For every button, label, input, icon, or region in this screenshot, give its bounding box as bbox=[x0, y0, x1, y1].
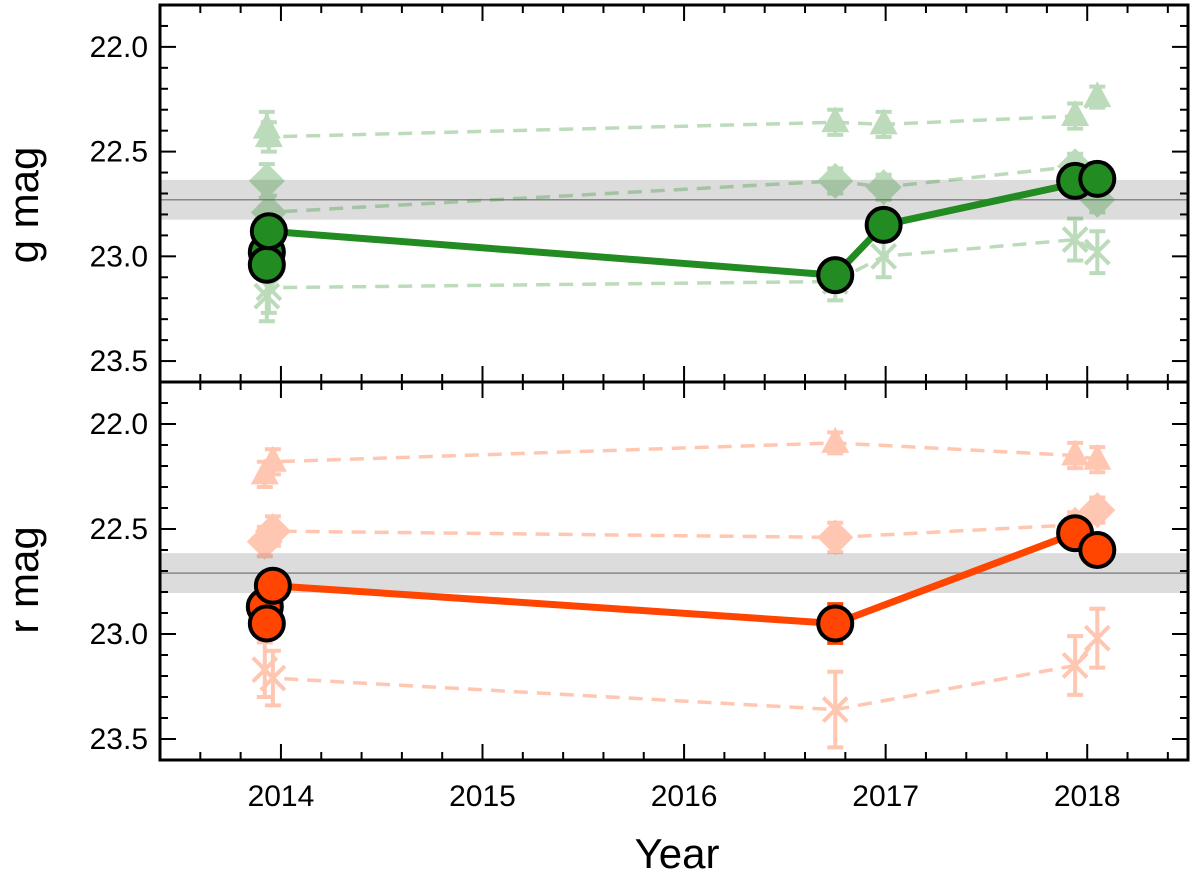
xtick-label: 2016 bbox=[651, 780, 718, 813]
g-triangle-point bbox=[1083, 81, 1112, 108]
r-diamond-point bbox=[1079, 492, 1116, 529]
r-triangle-point bbox=[250, 458, 279, 485]
g-triangle-point bbox=[1061, 100, 1090, 127]
r-cross-point bbox=[821, 696, 849, 724]
r-triangle-point bbox=[821, 426, 850, 453]
r-diamond-point bbox=[254, 513, 291, 550]
g-series-diamond bbox=[248, 148, 1116, 232]
g-cross-point bbox=[1083, 238, 1111, 266]
panel-r: 22.0 22.5 23.0 23.5 r mag bbox=[0, 380, 1190, 762]
g-axes: 22.0 22.5 23.0 23.5 bbox=[90, 3, 1190, 384]
r-combined-point bbox=[253, 566, 292, 605]
r-combined-series bbox=[245, 514, 1117, 645]
r-cross-point bbox=[251, 656, 279, 684]
r-triangle-point bbox=[258, 445, 287, 472]
xtick-label: 2018 bbox=[1054, 780, 1121, 813]
r-series-diamond bbox=[246, 492, 1116, 560]
r-combined-point bbox=[816, 604, 855, 643]
g-ytick-label: 22.5 bbox=[90, 136, 148, 169]
x-axis-label: Year bbox=[635, 830, 720, 875]
g-triangle-point bbox=[252, 112, 281, 139]
g-cross-point bbox=[1061, 226, 1089, 253]
g-combined-point bbox=[249, 212, 288, 251]
g-series-triangle bbox=[252, 81, 1112, 154]
g-combined-point bbox=[864, 205, 903, 244]
g-triangle-point bbox=[821, 106, 850, 133]
g-combined-series bbox=[247, 159, 1117, 295]
r-combined-point bbox=[1078, 531, 1117, 569]
r-triangle-dashed-line bbox=[263, 441, 1098, 476]
g-faint-series bbox=[248, 81, 1116, 324]
g-combined-line bbox=[268, 175, 1099, 279]
g-combined-point bbox=[816, 256, 855, 295]
r-triangle-point bbox=[1061, 439, 1090, 466]
r-ylabel: r mag bbox=[0, 526, 47, 633]
r-ytick-label: 23.0 bbox=[90, 618, 148, 651]
r-diamond-point bbox=[817, 519, 854, 556]
r-ytick-label: 23.5 bbox=[90, 723, 148, 756]
xtick-label: 2014 bbox=[248, 780, 315, 813]
g-ytick-label: 23.0 bbox=[90, 240, 148, 273]
r-cross-dashed-line bbox=[263, 637, 1099, 712]
g-combined-point bbox=[1078, 159, 1117, 198]
r-series-cross bbox=[251, 606, 1111, 750]
g-ylabel: g mag bbox=[0, 147, 47, 264]
r-ytick-label: 22.5 bbox=[90, 513, 148, 546]
g-reference-band bbox=[160, 179, 1188, 220]
g-triangle-point bbox=[869, 108, 898, 135]
xtick-label: 2015 bbox=[449, 780, 516, 813]
g-cross-point bbox=[870, 242, 898, 270]
g-series-cross bbox=[253, 216, 1111, 324]
x-axis: 2014 2015 2016 2017 2018 bbox=[248, 780, 1121, 813]
g-triangle-dashed-line bbox=[265, 95, 1099, 139]
r-cross-point bbox=[1083, 624, 1111, 652]
g-ytick-label: 22.0 bbox=[90, 31, 148, 64]
g-cross-point bbox=[253, 282, 281, 310]
g-ytick-label: 23.5 bbox=[90, 345, 148, 378]
g-combined-point bbox=[247, 245, 286, 284]
r-cross-point bbox=[259, 664, 287, 692]
r-ytick-label: 22.0 bbox=[90, 408, 148, 441]
r-combined-point bbox=[247, 604, 286, 643]
panel-g: 22.0 22.5 23.0 23.5 g mag bbox=[0, 3, 1190, 384]
g-triangle-point bbox=[254, 120, 283, 147]
xtick-label: 2017 bbox=[852, 780, 919, 813]
g-diamond-dashed-line bbox=[265, 164, 1099, 215]
r-diamond-dashed-line bbox=[263, 508, 1099, 543]
r-triangle-point bbox=[1083, 443, 1112, 470]
g-diamond-point bbox=[248, 162, 285, 199]
g-diamond-point bbox=[817, 162, 854, 199]
r-series-triangle bbox=[250, 426, 1112, 489]
r-cross-point bbox=[1061, 652, 1089, 679]
g-cross-dashed-line bbox=[265, 237, 1099, 297]
r-axes: 22.0 22.5 23.0 23.5 bbox=[90, 380, 1190, 762]
g-diamond-point bbox=[865, 169, 902, 206]
r-diamond-point bbox=[246, 523, 283, 560]
